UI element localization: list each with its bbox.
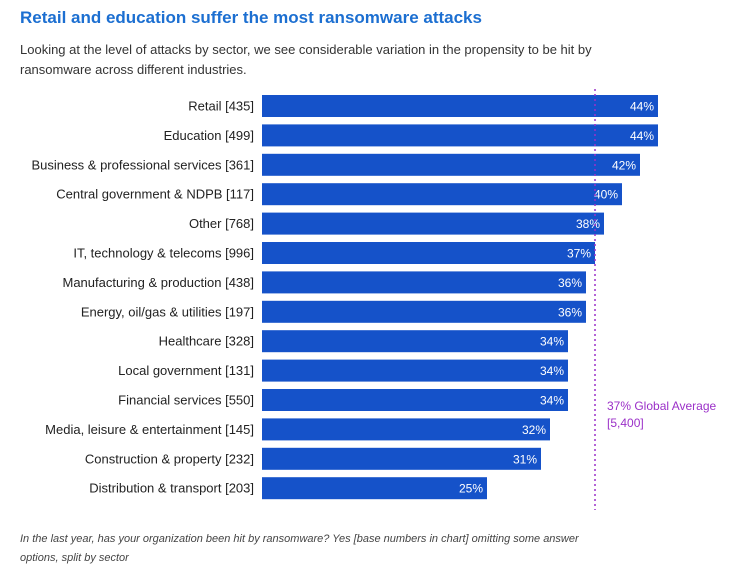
bar xyxy=(262,183,622,206)
value-label: 36% xyxy=(558,276,582,290)
category-label: Financial services [550] xyxy=(118,393,254,408)
value-label: 32% xyxy=(522,423,546,437)
value-label: 42% xyxy=(612,158,636,172)
category-label: Media, leisure & entertainment [145] xyxy=(45,422,254,437)
value-label: 34% xyxy=(540,394,564,408)
bar xyxy=(262,124,658,147)
chart-title: Retail and education suffer the most ran… xyxy=(20,8,482,27)
average-reference-label: [5,400] xyxy=(607,416,644,430)
bar xyxy=(262,447,541,470)
value-label: 37% xyxy=(567,247,591,261)
value-label: 44% xyxy=(630,129,654,143)
bar xyxy=(262,242,595,264)
category-label: Central government & NDPB [117] xyxy=(56,187,254,202)
value-label: 40% xyxy=(594,188,618,202)
bar xyxy=(262,359,568,382)
category-label: Education [499] xyxy=(164,128,254,143)
value-label: 25% xyxy=(459,482,483,496)
category-label: Healthcare [328] xyxy=(159,334,254,349)
category-label: Construction & property [232] xyxy=(85,451,254,466)
value-label: 34% xyxy=(540,364,564,378)
value-label: 38% xyxy=(576,217,600,231)
category-label: IT, technology & telecoms [996] xyxy=(73,246,254,261)
bar xyxy=(262,212,604,235)
bar xyxy=(262,271,586,294)
category-label: Energy, oil/gas & utilities [197] xyxy=(81,304,254,319)
value-label: 44% xyxy=(630,100,654,114)
bar xyxy=(262,300,586,323)
category-label: Manufacturing & production [438] xyxy=(62,275,254,290)
bar xyxy=(262,330,568,353)
bar xyxy=(262,477,487,500)
category-label: Retail [435] xyxy=(188,99,254,114)
chart-footnote: In the last year, has your organization … xyxy=(20,533,579,564)
chart-subtitle: Looking at the level of attacks by secto… xyxy=(20,42,592,77)
category-label: Distribution & transport [203] xyxy=(89,481,254,496)
value-label: 31% xyxy=(513,452,537,466)
category-label: Other [768] xyxy=(189,216,254,231)
bar xyxy=(262,153,640,176)
bar xyxy=(262,95,658,117)
average-reference-label: 37% Global Average xyxy=(607,399,717,413)
category-label: Business & professional services [361] xyxy=(31,157,254,172)
bar xyxy=(262,418,550,441)
value-label: 36% xyxy=(558,305,582,319)
bar xyxy=(262,389,568,411)
value-label: 34% xyxy=(540,335,564,349)
category-label: Local government [131] xyxy=(118,363,254,378)
